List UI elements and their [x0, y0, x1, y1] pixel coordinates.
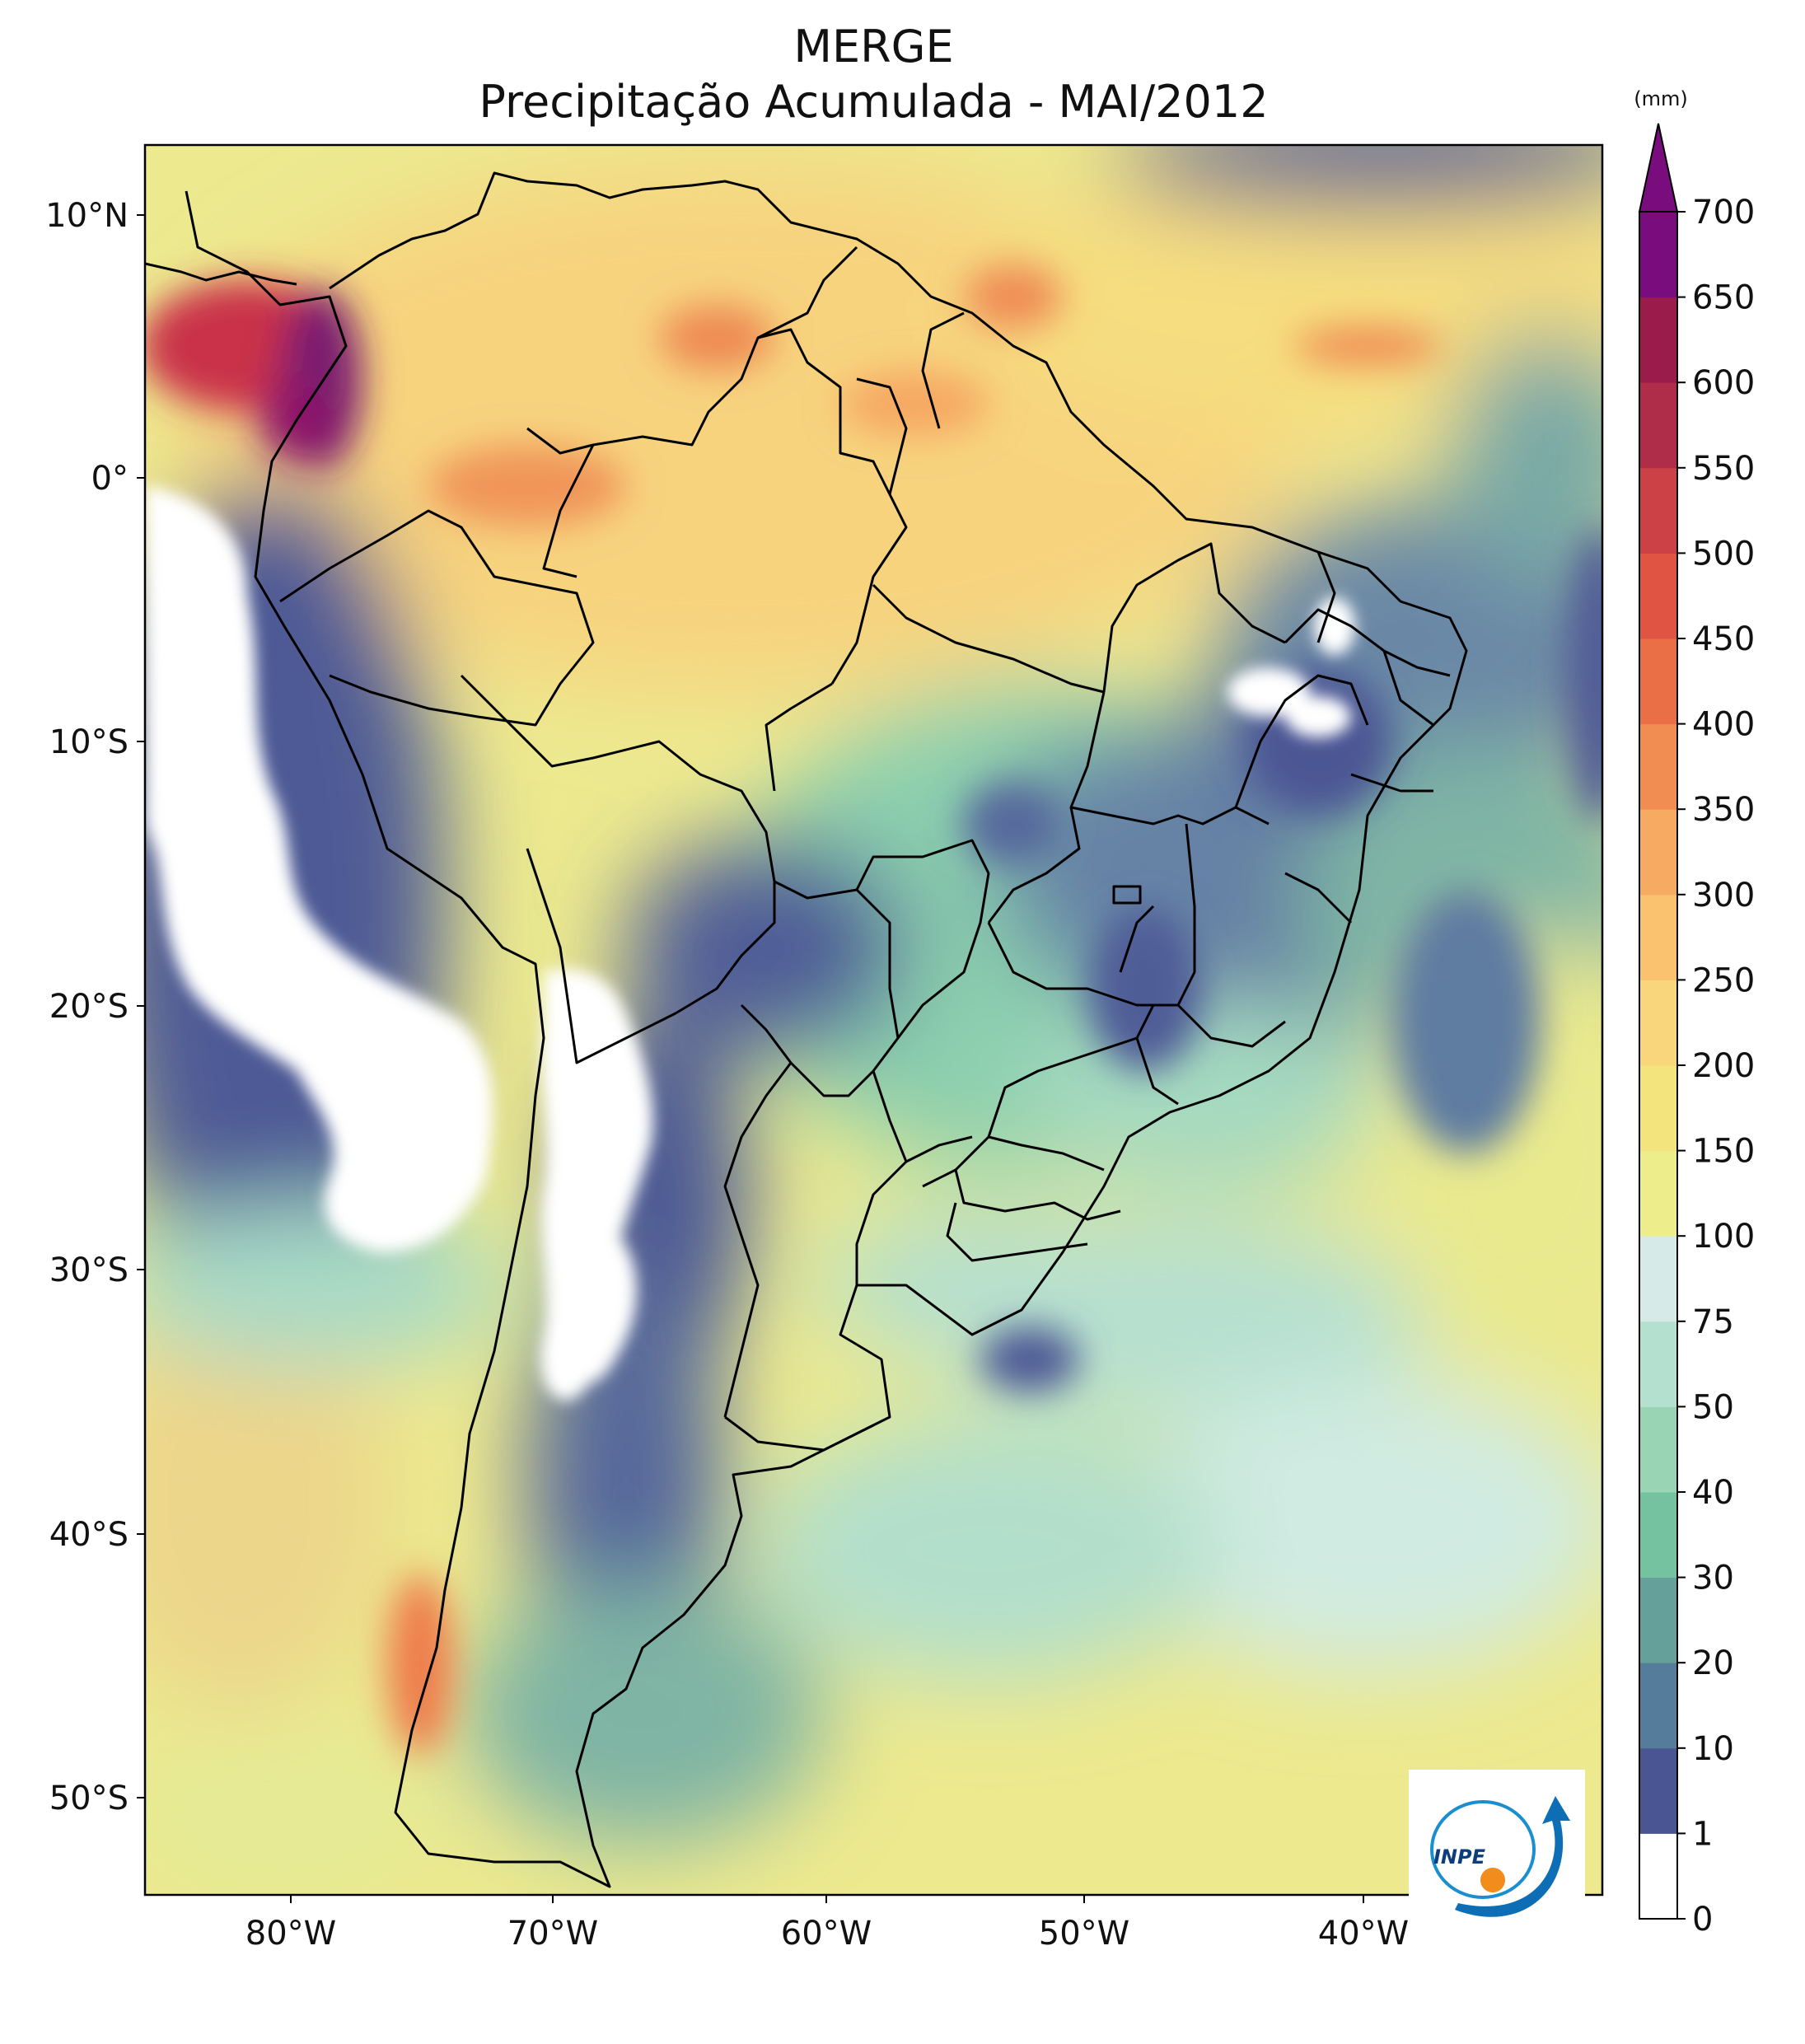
colorbar-tick-label: 400: [1692, 706, 1755, 744]
lon-label: 50°W: [1039, 1915, 1129, 1953]
lat-label: 50°S: [49, 1780, 129, 1817]
colorbar-tick-label: 350: [1692, 791, 1755, 829]
colorbar-tick-label: 650: [1692, 279, 1755, 317]
lon-ticks: [290, 1895, 1364, 1903]
colorbar-swatch: [1639, 1150, 1677, 1237]
lat-label: 0°: [91, 460, 129, 498]
colorbar-swatch: [1639, 467, 1677, 554]
colorbar-tick-label: 200: [1692, 1047, 1755, 1085]
colorbar-swatch: [1639, 1236, 1677, 1322]
colorbar-swatch: [1639, 212, 1677, 298]
colorbar-tick-label: 550: [1692, 450, 1755, 488]
lon-label: 70°W: [507, 1915, 598, 1953]
colorbar-tick-label: 700: [1692, 194, 1755, 232]
colorbar-tick-label: 150: [1692, 1133, 1755, 1171]
inpe-logo: INPE: [1409, 1770, 1585, 1941]
colorbar-tick-label: 100: [1692, 1218, 1755, 1256]
colorbar-tick-label: 40: [1692, 1474, 1734, 1512]
map-frame: [143, 143, 1604, 1897]
colorbar-swatch: [1639, 894, 1677, 980]
colorbar: 0 1 10 20 30 40 50 75 100 150 200 250 300 350 400 450 50…: [1638, 123, 1755, 1939]
colorbar-unit: (mm): [1634, 87, 1687, 110]
arrow-swoosh-icon: [1455, 1796, 1570, 1917]
colorbar-swatch: [1639, 553, 1677, 639]
colorbar-swatch: [1639, 723, 1677, 810]
lat-label: 20°S: [49, 988, 129, 1026]
colorbar-swatch: [1639, 1065, 1677, 1152]
colorbar-tick-label: 20: [1692, 1644, 1734, 1682]
lat-label: 30°S: [49, 1251, 129, 1289]
map-title: MERGE: [793, 21, 954, 72]
colorbar-tick-label: 30: [1692, 1560, 1734, 1597]
colorbar-swatch: [1639, 297, 1677, 383]
precipitation-field: [145, 145, 1602, 1895]
colorbar-swatch: [1639, 1663, 1677, 1749]
colorbar-tick-label: 50: [1692, 1388, 1734, 1426]
colorbar-tick-label: 500: [1692, 535, 1755, 573]
lat-label: 10°S: [49, 723, 129, 761]
colorbar-swatch: [1639, 1492, 1677, 1579]
colorbar-tick-label: 10: [1692, 1730, 1734, 1768]
colorbar-swatch: [1639, 1747, 1677, 1834]
colorbar-tick-label: 450: [1692, 620, 1755, 658]
lat-ticks: [137, 214, 145, 1798]
colorbar-swatch: [1639, 980, 1677, 1066]
colorbar-tick-label: 600: [1692, 364, 1755, 402]
political-borders: [145, 171, 1468, 1888]
lon-label: 60°W: [781, 1915, 872, 1953]
colorbar-tick-label: 250: [1692, 961, 1755, 999]
colorbar-swatch: [1639, 638, 1677, 725]
continent-coastline: [185, 171, 1468, 1888]
colorbar-tick-label: 75: [1692, 1303, 1734, 1341]
colorbar-tick-label: 300: [1692, 877, 1755, 914]
colorbar-swatch: [1639, 382, 1677, 469]
colorbar-tick-label: 0: [1692, 1901, 1713, 1939]
colorbar-swatch: [1639, 1577, 1677, 1663]
colorbar-extend-arrow: [1638, 123, 1679, 213]
colorbar-swatch: [1639, 1833, 1677, 1920]
lat-label: 40°S: [49, 1516, 129, 1554]
colorbar-swatch: [1639, 1406, 1677, 1493]
colorbar-swatch: [1639, 1321, 1677, 1407]
colorbar-tick-label: 1: [1692, 1815, 1713, 1853]
lon-label: 80°W: [245, 1915, 336, 1953]
lon-label: 40°W: [1318, 1915, 1409, 1953]
lat-label: 10°N: [45, 197, 129, 235]
orbit-ring: [1430, 1800, 1536, 1899]
colorbar-swatch: [1639, 809, 1677, 896]
map-subtitle: Precipitação Acumulada - MAI/2012: [479, 76, 1269, 128]
logo-text: INPE: [1433, 1845, 1486, 1869]
sun-dot-icon: [1480, 1868, 1505, 1892]
